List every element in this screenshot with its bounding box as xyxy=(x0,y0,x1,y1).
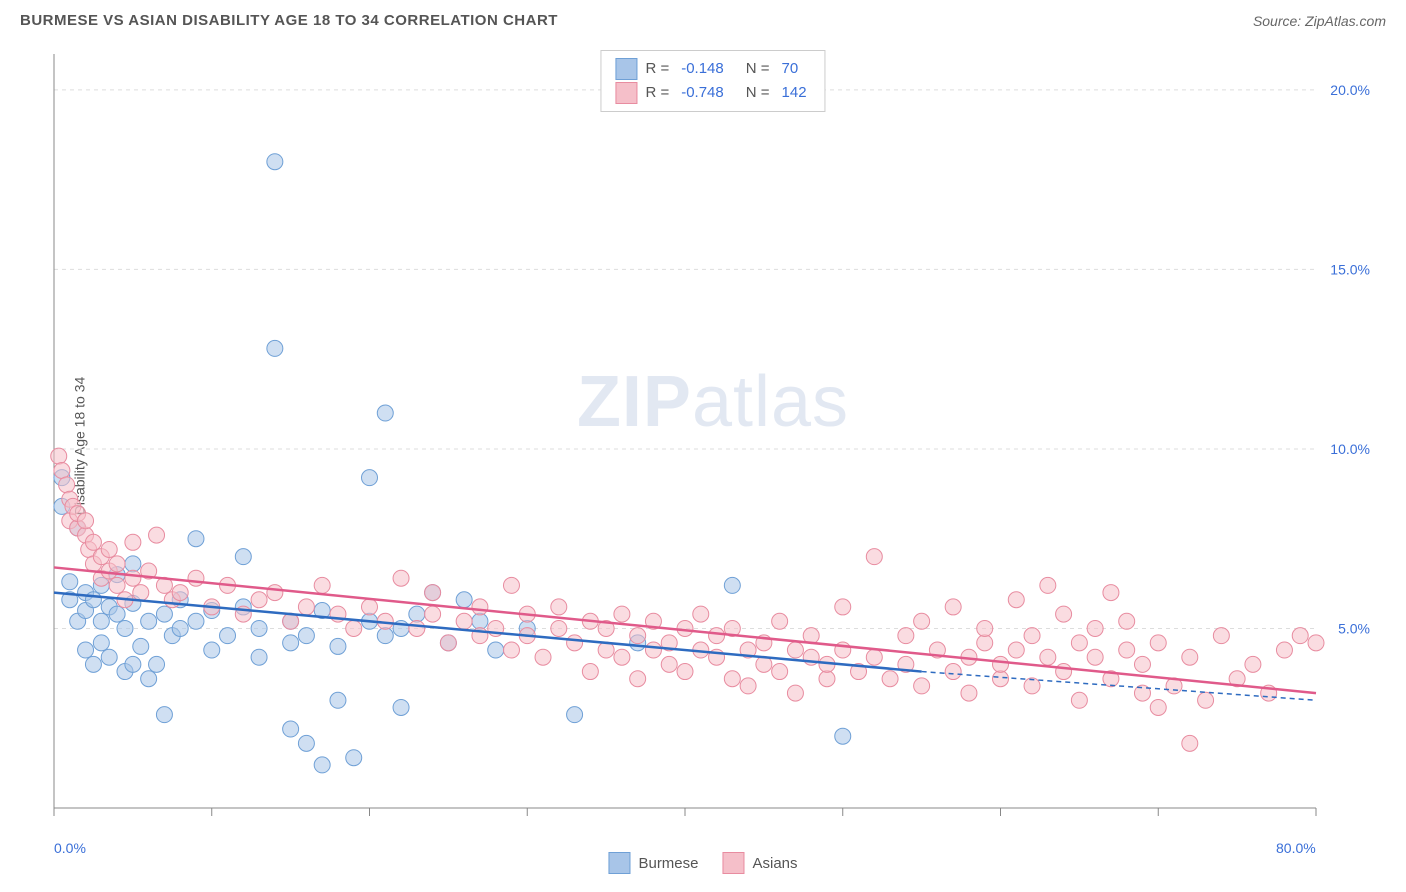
r-label: R = xyxy=(645,57,669,81)
n-label: N = xyxy=(746,81,770,105)
svg-text:20.0%: 20.0% xyxy=(1330,82,1370,98)
legend-item: Burmese xyxy=(608,852,698,874)
stats-row: R = -0.748 N = 142 xyxy=(615,81,810,105)
source-attribution: Source: ZipAtlas.com xyxy=(1253,13,1386,29)
n-value: 70 xyxy=(782,57,799,81)
legend: Burmese Asians xyxy=(608,852,797,874)
r-value: -0.748 xyxy=(681,81,724,105)
svg-text:10.0%: 10.0% xyxy=(1330,441,1370,457)
scatter-plot: 5.0% 10.0% 15.0% 20.0% xyxy=(50,50,1376,832)
svg-text:15.0%: 15.0% xyxy=(1330,261,1370,277)
legend-swatch xyxy=(723,852,745,874)
svg-text:5.0%: 5.0% xyxy=(1338,620,1370,636)
correlation-stats-box: R = -0.148 N = 70 R = -0.748 N = 142 xyxy=(600,50,825,112)
chart-title: BURMESE VS ASIAN DISABILITY AGE 18 TO 34… xyxy=(20,12,558,29)
chart-area: ZIPatlas 5.0%10.0%15.0%20.0% R = -0.148 … xyxy=(50,50,1376,832)
stats-row: R = -0.148 N = 70 xyxy=(615,57,810,81)
x-tick-label: 80.0% xyxy=(1276,840,1316,856)
legend-label: Burmese xyxy=(638,855,698,872)
legend-swatch xyxy=(608,852,630,874)
n-value: 142 xyxy=(782,81,807,105)
r-label: R = xyxy=(645,81,669,105)
legend-swatch xyxy=(615,58,637,80)
legend-item: Asians xyxy=(723,852,798,874)
legend-swatch xyxy=(615,82,637,104)
n-label: N = xyxy=(746,57,770,81)
x-tick-label: 0.0% xyxy=(54,840,86,856)
legend-label: Asians xyxy=(753,855,798,872)
r-value: -0.148 xyxy=(681,57,724,81)
